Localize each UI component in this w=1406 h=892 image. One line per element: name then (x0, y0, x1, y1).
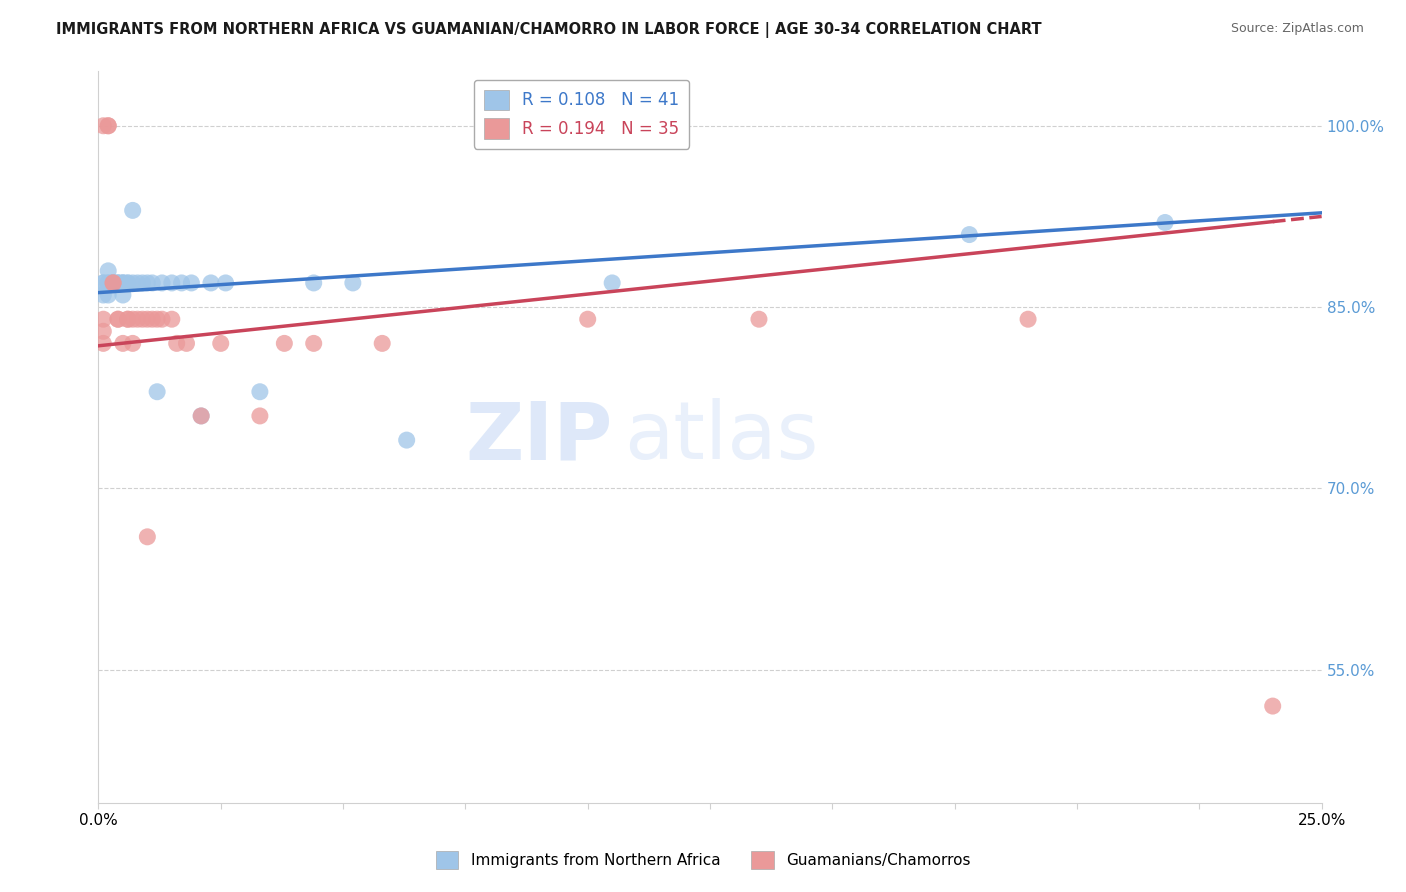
Point (111, 288, 134, 302)
Point (91, 312, 114, 326)
Point (107, 312, 129, 326)
Legend: R = 0.108   N = 41, R = 0.194   N = 35: R = 0.108 N = 41, R = 0.194 N = 35 (474, 79, 689, 149)
Point (302, 276, 325, 290)
Text: Source: ZipAtlas.com: Source: ZipAtlas.com (1230, 22, 1364, 36)
Point (111, 276, 134, 290)
Point (111, 276, 134, 290)
Point (141, 276, 163, 290)
Point (97, 119, 120, 133)
Point (136, 276, 159, 290)
Point (97, 288, 120, 302)
Point (249, 409, 271, 423)
Point (121, 276, 143, 290)
Point (371, 336, 394, 351)
Point (117, 276, 139, 290)
Point (146, 384, 169, 399)
Point (273, 336, 295, 351)
Point (150, 312, 173, 326)
Point (91, 288, 114, 302)
Point (111, 276, 134, 290)
Point (214, 276, 236, 290)
Point (127, 276, 149, 290)
Point (101, 276, 124, 290)
Point (160, 276, 183, 290)
Point (150, 276, 173, 290)
Point (101, 276, 124, 290)
Point (131, 276, 153, 290)
Point (91, 119, 114, 133)
Point (131, 312, 153, 326)
Point (190, 409, 212, 423)
Point (117, 312, 139, 326)
Point (302, 336, 325, 351)
Point (97, 119, 120, 133)
Point (190, 409, 212, 423)
Point (117, 276, 139, 290)
Point (1017, 312, 1039, 326)
Point (141, 312, 163, 326)
Point (146, 312, 169, 326)
Point (127, 312, 149, 326)
Point (107, 276, 129, 290)
Point (121, 312, 143, 326)
Point (170, 276, 193, 290)
Point (1261, 699, 1284, 714)
Point (748, 312, 770, 326)
Point (111, 336, 134, 351)
Text: atlas: atlas (624, 398, 818, 476)
Point (101, 276, 124, 290)
Point (600, 276, 623, 290)
Point (176, 336, 198, 351)
Point (91, 336, 114, 351)
Point (166, 336, 188, 351)
Point (136, 312, 159, 326)
Point (1154, 215, 1177, 229)
Point (101, 276, 124, 290)
Text: IMMIGRANTS FROM NORTHERN AFRICA VS GUAMANIAN/CHAMORRO IN LABOR FORCE | AGE 30-34: IMMIGRANTS FROM NORTHERN AFRICA VS GUAMA… (56, 22, 1042, 38)
Point (97, 264, 120, 278)
Point (91, 276, 114, 290)
Point (957, 227, 980, 242)
Point (91, 276, 114, 290)
Point (101, 276, 124, 290)
Point (249, 384, 271, 399)
Point (91, 324, 114, 338)
Point (97, 276, 120, 290)
Text: ZIP: ZIP (465, 398, 612, 476)
Point (121, 336, 143, 351)
Point (395, 433, 418, 447)
Point (209, 336, 232, 351)
Point (200, 276, 222, 290)
Point (576, 312, 599, 326)
Point (117, 312, 139, 326)
Point (107, 276, 129, 290)
Point (136, 530, 159, 544)
Point (97, 276, 120, 290)
Point (342, 276, 364, 290)
Point (107, 312, 129, 326)
Point (101, 276, 124, 290)
Point (160, 312, 183, 326)
Point (107, 276, 129, 290)
Point (121, 203, 143, 218)
Legend: Immigrants from Northern Africa, Guamanians/Chamorros: Immigrants from Northern Africa, Guamani… (429, 845, 977, 875)
Point (180, 276, 202, 290)
